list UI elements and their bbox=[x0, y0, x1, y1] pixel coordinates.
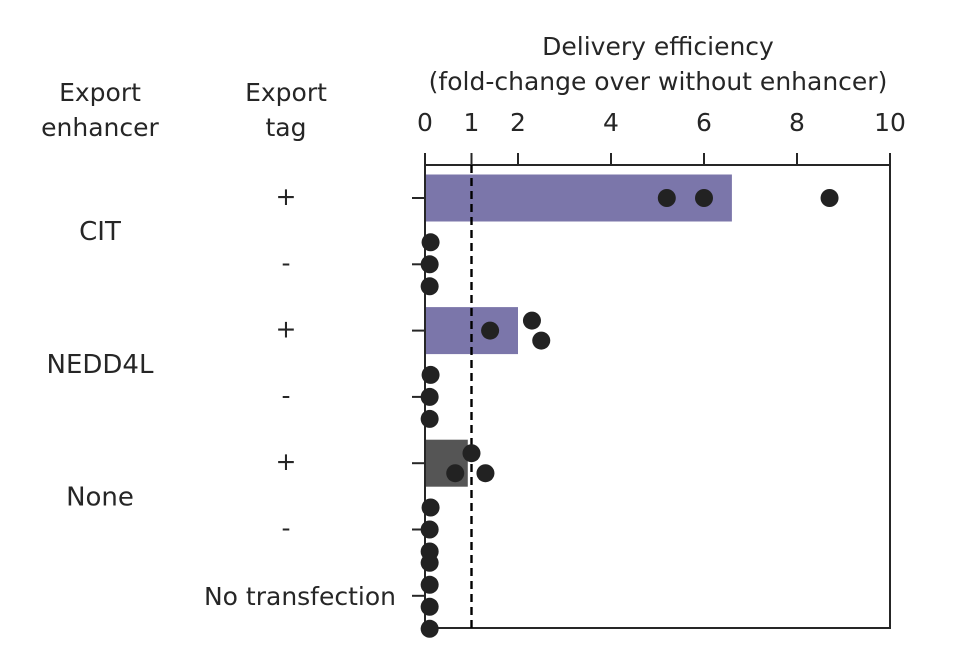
export-tag-label: - bbox=[281, 514, 290, 543]
data-point bbox=[462, 444, 481, 463]
data-point bbox=[476, 464, 495, 483]
data-point bbox=[421, 498, 440, 517]
x-axis-label-line1: Delivery efficiency bbox=[542, 32, 774, 61]
export-tag-label: + bbox=[276, 315, 297, 344]
x-tick-label: 0 bbox=[417, 108, 433, 137]
x-tick-label: 1 bbox=[464, 108, 480, 137]
plot-frame bbox=[424, 164, 891, 629]
enhancer-group-label: None bbox=[66, 482, 134, 512]
data-point bbox=[532, 331, 551, 350]
row-label: No transfection bbox=[204, 582, 396, 611]
export-tag-label: + bbox=[276, 447, 297, 476]
data-point bbox=[695, 189, 713, 207]
export-tag-label: - bbox=[281, 248, 290, 277]
data-point bbox=[420, 597, 439, 616]
data-point bbox=[420, 409, 439, 428]
data-point bbox=[420, 277, 439, 296]
export-tag-label: + bbox=[276, 182, 297, 211]
plot-area: 0 1 2 4 6 8 10 + - + - + - No transfection CIT NEDD4L No… bbox=[47, 108, 906, 638]
data-point bbox=[420, 520, 439, 539]
data-point bbox=[522, 311, 541, 330]
data-point bbox=[820, 189, 839, 207]
data-point bbox=[657, 189, 676, 207]
x-tick-label: 6 bbox=[696, 108, 712, 137]
tag-header-line2: tag bbox=[266, 113, 307, 142]
data-point bbox=[421, 365, 440, 384]
x-tick-label: 10 bbox=[874, 108, 906, 137]
x-axis-label-line2: (fold-change over without enhancer) bbox=[429, 67, 888, 96]
data-point bbox=[420, 619, 439, 638]
enhancer-group-label: CIT bbox=[79, 217, 121, 247]
bar bbox=[425, 174, 732, 222]
x-tick-label: 8 bbox=[789, 108, 805, 137]
enhancer-group-label: NEDD4L bbox=[47, 350, 154, 380]
enhancer-header-line1: Export bbox=[59, 78, 141, 107]
data-point bbox=[420, 553, 439, 572]
export-tag-label: - bbox=[281, 381, 290, 410]
data-point bbox=[420, 255, 439, 274]
data-point bbox=[421, 233, 440, 252]
data-point bbox=[420, 387, 439, 406]
enhancer-header-line2: enhancer bbox=[41, 113, 159, 142]
x-tick-label: 4 bbox=[603, 108, 619, 137]
data-point bbox=[481, 321, 500, 340]
tag-header-line1: Export bbox=[245, 78, 327, 107]
x-tick-label: 2 bbox=[510, 108, 526, 137]
data-point bbox=[446, 464, 465, 483]
data-point bbox=[420, 575, 439, 594]
